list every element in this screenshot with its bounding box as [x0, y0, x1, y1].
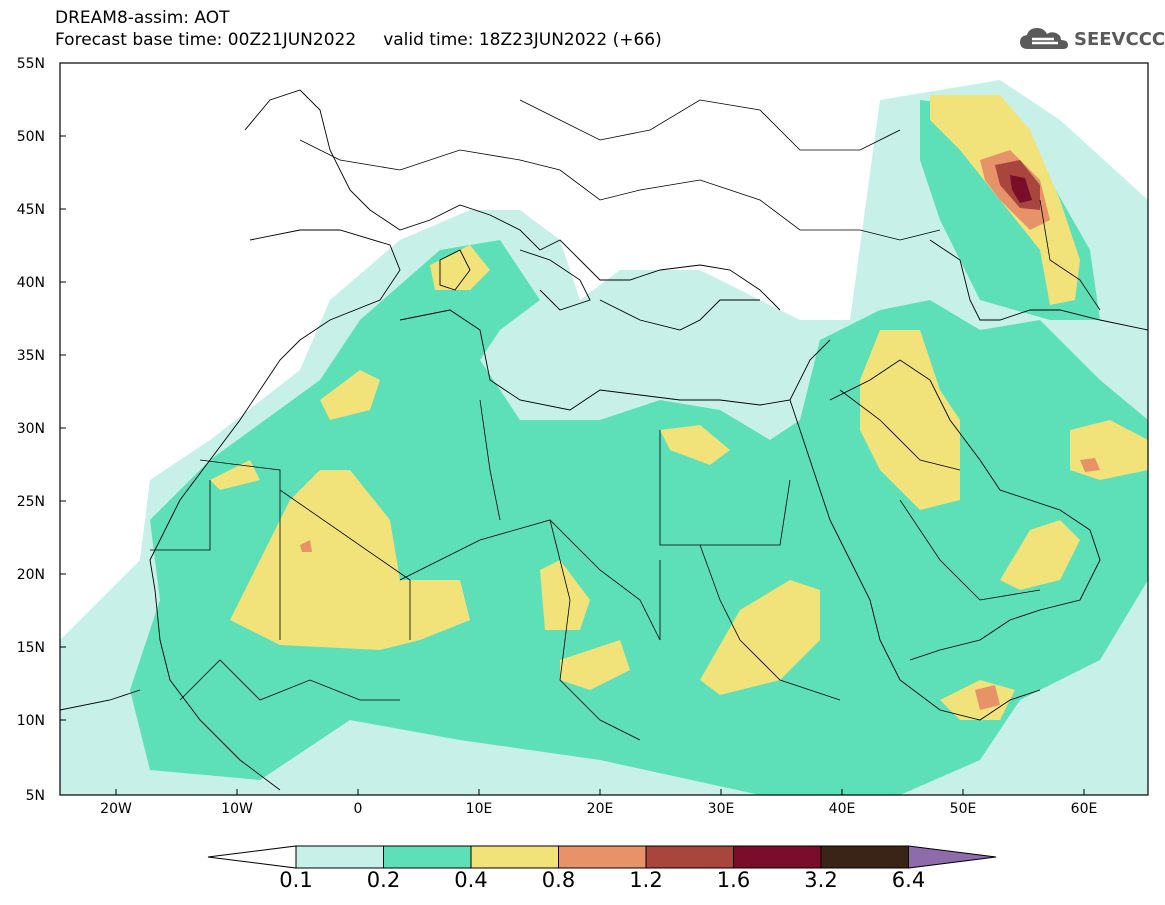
lat-tick-label: 15N — [17, 640, 45, 656]
lon-tick-label: 40E — [829, 801, 856, 817]
colorbar-min-arrow — [207, 845, 297, 869]
lon-tick-label: 10W — [221, 801, 253, 817]
legend-label: 0.8 — [541, 868, 576, 892]
colorbar — [207, 845, 997, 869]
colorbar-segment — [470, 845, 559, 869]
lon-tick-label: 10E — [466, 801, 493, 817]
lat-tick-label: 20N — [17, 567, 45, 583]
legend-label: 0.4 — [454, 868, 488, 892]
legend-label: 0.2 — [366, 868, 401, 892]
colorbar-segment — [820, 845, 909, 869]
aot-field-high — [430, 245, 490, 290]
aot-field-high — [320, 370, 380, 420]
aot-field-high — [700, 580, 820, 695]
colorbar-segment — [383, 845, 472, 869]
aot-field-veryhigh — [300, 540, 312, 552]
aot-field-high — [860, 330, 960, 510]
coastlines — [60, 89, 1148, 791]
lat-tick-label: 50N — [17, 129, 45, 145]
lat-tick-label: 25N — [17, 494, 45, 510]
lon-tick-label: 20E — [587, 801, 614, 817]
map-frame — [59, 62, 1149, 796]
aot-field-high — [560, 640, 630, 690]
lat-tick-label: 5N — [26, 788, 45, 804]
lat-tick-label: 40N — [17, 275, 45, 291]
colorbar-segment — [558, 845, 647, 869]
time-info: Forecast base time: 00Z21JUN2022 valid t… — [55, 30, 662, 50]
aot-field-high — [1000, 520, 1080, 590]
valid-time-label: valid time: 18Z23JUN2022 (+66) — [383, 30, 662, 50]
lat-labels: 55N 50N 45N 40N 35N 30N 25N 20N 15N 10N … — [17, 56, 45, 804]
lon-tick-label: 30E — [708, 801, 735, 817]
aot-field-veryhigh — [975, 685, 1000, 710]
aot-field-high — [660, 425, 730, 465]
lon-tick-label: 50E — [950, 801, 977, 817]
cloud-icon — [1020, 28, 1068, 49]
colorbar-segment — [645, 845, 734, 869]
lat-tick-label: 10N — [17, 713, 45, 729]
seevccc-logo: SEEVCCC — [1018, 24, 1165, 54]
aot-field-high — [210, 460, 260, 490]
legend-label: 6.4 — [891, 868, 926, 892]
lon-tick-label: 60E — [1071, 801, 1098, 817]
aot-field-veryhigh — [1080, 458, 1100, 472]
lat-tick-label: 35N — [17, 348, 45, 364]
aot-field-high — [540, 560, 590, 630]
legend-label: 1.2 — [629, 868, 663, 892]
lon-labels: 20W 10W 0 10E 20E 30E 40E 50E 60E — [100, 801, 1097, 817]
aot-contour-fields — [60, 80, 1148, 795]
country-borders — [150, 99, 1101, 741]
legend-label: 3.2 — [804, 868, 838, 892]
aot-field-extreme — [1010, 175, 1032, 203]
lon-tick-label: 0 — [354, 801, 363, 817]
lat-tick-label: 45N — [17, 202, 45, 218]
lat-tick-label: 30N — [17, 421, 45, 437]
legend-label: 1.6 — [716, 868, 751, 892]
legend-label: 0.1 — [279, 868, 313, 892]
axis-ticks — [60, 62, 1085, 796]
logo-text: SEEVCCC — [1074, 28, 1165, 50]
map-title: DREAM8-assim: AOT — [55, 8, 230, 28]
lon-tick-label: 20W — [100, 801, 132, 817]
base-time-label: Forecast base time: 00Z21JUN2022 — [55, 30, 357, 50]
colorbar-segment — [295, 845, 384, 869]
colorbar-max-arrow — [908, 845, 997, 869]
colorbar-segment — [733, 845, 822, 869]
lat-tick-label: 55N — [17, 56, 45, 72]
